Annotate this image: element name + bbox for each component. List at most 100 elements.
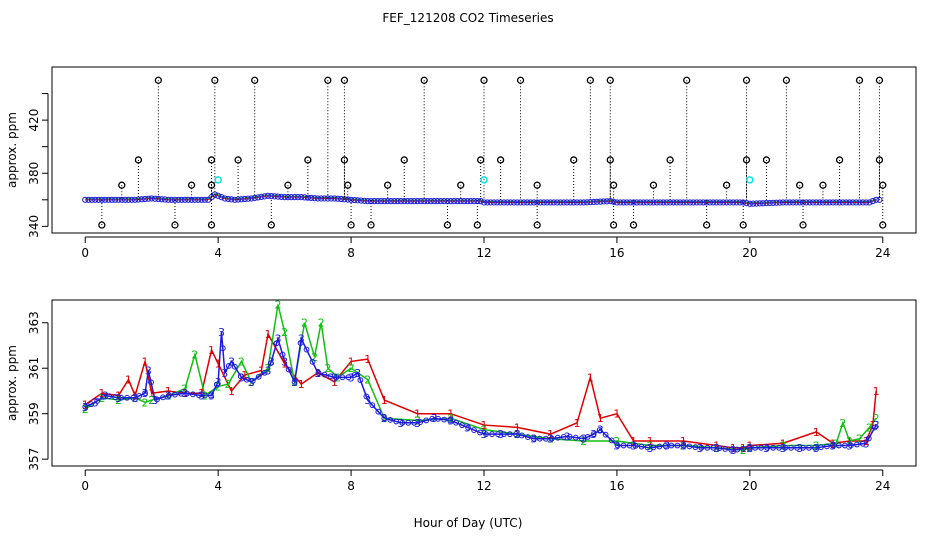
baseline-point (693, 199, 700, 206)
baseline-point (663, 199, 670, 206)
baseline-point (115, 196, 122, 203)
series-point-2: 2 (191, 349, 198, 362)
baseline-point (643, 199, 650, 206)
baseline-point (696, 199, 704, 206)
trace-point (668, 442, 675, 449)
spike-point (629, 221, 638, 229)
baseline-point (680, 199, 687, 206)
series-line-green (85, 192, 877, 204)
baseline-point (324, 195, 331, 202)
spike-point (666, 156, 674, 164)
trace-point (758, 444, 765, 451)
series-point-1: 1 (613, 408, 620, 421)
series-point-1: 1 (125, 374, 132, 387)
trace-point (423, 417, 430, 424)
baseline-point (155, 195, 162, 203)
trace-point (393, 418, 400, 425)
series-point-2: 2 (334, 371, 341, 384)
trace-point (830, 442, 836, 449)
series-point-1: 1 (281, 358, 288, 371)
series-point-1: 1 (630, 435, 637, 448)
baseline-point (195, 196, 202, 203)
trace-point (596, 427, 603, 433)
spike-point (570, 156, 578, 164)
series-point-3: 3 (697, 442, 704, 455)
baseline-point (414, 198, 421, 205)
trace-point (381, 415, 388, 422)
baseline-point (514, 199, 521, 206)
trace-point (429, 415, 436, 422)
spike-point (649, 181, 658, 189)
x-tick-label: 24 (875, 246, 890, 260)
series-point-3: 3 (298, 333, 305, 346)
x-tick-label: 8 (347, 246, 355, 260)
baseline-point (789, 199, 797, 206)
baseline-point (308, 194, 315, 202)
baseline-point (673, 199, 680, 206)
x-tick-label: 4 (214, 246, 222, 260)
baseline-point (158, 196, 165, 203)
baseline-point (537, 199, 544, 206)
trace-point (806, 444, 812, 451)
trace-point (130, 394, 136, 401)
baseline-point (328, 195, 335, 202)
trace-point (566, 433, 573, 440)
baseline-point (806, 199, 813, 206)
baseline-point (583, 199, 591, 206)
series-point-3: 3 (268, 355, 275, 368)
series-point-1: 1 (148, 387, 155, 400)
spike-point (340, 76, 349, 84)
series-point-2: 2 (148, 394, 155, 407)
trace-point (638, 443, 645, 450)
series-point-2: 2 (846, 435, 853, 448)
chart-title: FEF_121208 CO2 Timeseries (382, 11, 553, 25)
trace-point (632, 442, 639, 449)
trace-point (824, 443, 830, 450)
series-point-1: 1 (813, 426, 820, 439)
trace-point (309, 358, 316, 365)
baseline-point (856, 199, 863, 206)
trace-point (261, 369, 268, 376)
series-point-2: 2 (238, 355, 245, 368)
trace-point (841, 442, 848, 449)
baseline-point (560, 199, 567, 206)
series-point-2: 2 (98, 392, 105, 405)
trace-point (435, 415, 442, 422)
top-plot-frame (51, 66, 917, 234)
series-point-2: 2 (115, 394, 122, 407)
baseline-point (178, 196, 185, 203)
trace-point (746, 444, 753, 451)
spike-point (154, 76, 162, 84)
baseline-point (331, 195, 338, 202)
series-point-1: 1 (873, 385, 880, 398)
trace-point (524, 434, 531, 440)
x-tick-label: 4 (214, 479, 222, 493)
baseline-point (859, 199, 866, 206)
baseline-point (431, 198, 438, 205)
baseline-point (244, 195, 252, 202)
trace-point (255, 373, 262, 380)
x-tick-label: 12 (476, 479, 491, 493)
baseline-point (876, 196, 883, 203)
y-tick-label: 340 (27, 215, 41, 238)
x-tick-label: 0 (81, 479, 89, 493)
baseline-point (298, 194, 305, 201)
baseline-point (131, 196, 139, 203)
spike-point (819, 181, 827, 189)
trace-point (369, 402, 376, 409)
baseline-point (660, 199, 667, 206)
baseline-point (793, 199, 800, 206)
baseline-point (271, 193, 278, 200)
top-y-ticks: 340 380 420 (27, 93, 49, 238)
top-x-ticks: 0 4 8 12 16 20 24 (81, 236, 890, 260)
x-tick-label: 12 (476, 246, 491, 260)
spike-point (284, 181, 292, 189)
baseline-point (720, 199, 727, 206)
baseline-point (849, 199, 856, 206)
baseline-point (776, 199, 783, 206)
baseline-point (520, 199, 527, 206)
trace-point (716, 445, 723, 452)
spike-point (187, 181, 196, 189)
flagged-point (746, 176, 754, 184)
spike-point (118, 181, 126, 189)
